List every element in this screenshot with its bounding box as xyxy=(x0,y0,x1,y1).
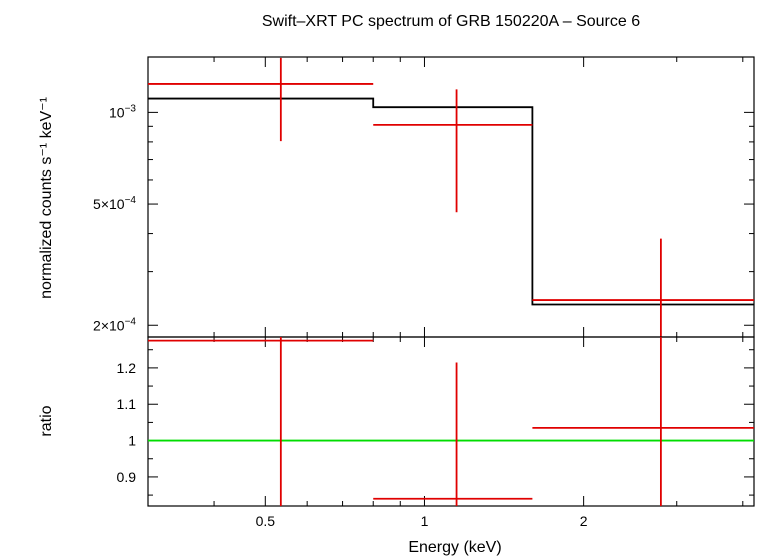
y-tick-label: 5×10−4 xyxy=(93,195,136,212)
y-tick-label: 1 xyxy=(128,433,136,449)
y-tick-label: 0.9 xyxy=(117,469,137,485)
y-tick-label: 1.1 xyxy=(117,396,137,412)
y-axis-label-spectrum: normalized counts s⁻¹ keV⁻¹ xyxy=(38,97,55,299)
y-tick-label: 1.2 xyxy=(117,360,137,376)
spectrum-panel: 10−3 5×10−4 2×10−4 xyxy=(93,56,755,338)
y-tick-label: 2×10−4 xyxy=(93,316,136,333)
ratio-point xyxy=(532,337,754,506)
x-axis-label: Energy (keV) xyxy=(408,539,501,556)
ratio-point xyxy=(148,337,374,506)
x-tick-label: 1 xyxy=(421,513,429,529)
ratio-panel: 0.5 1 2 0.9 1 1.1 1.2 xyxy=(117,336,755,529)
data-point xyxy=(373,89,533,213)
plot-frame xyxy=(147,336,755,507)
y-tick-label: 10−3 xyxy=(109,103,136,120)
y-axis-label-ratio: ratio xyxy=(38,405,55,436)
ratio-point xyxy=(373,362,533,506)
data-point xyxy=(148,57,374,142)
data-point xyxy=(532,238,754,337)
x-tick-label: 2 xyxy=(580,513,588,529)
chart-title: Swift–XRT PC spectrum of GRB 150220A – S… xyxy=(262,13,640,30)
x-tick-label: 0.5 xyxy=(256,513,276,529)
model-step-line xyxy=(148,97,754,306)
